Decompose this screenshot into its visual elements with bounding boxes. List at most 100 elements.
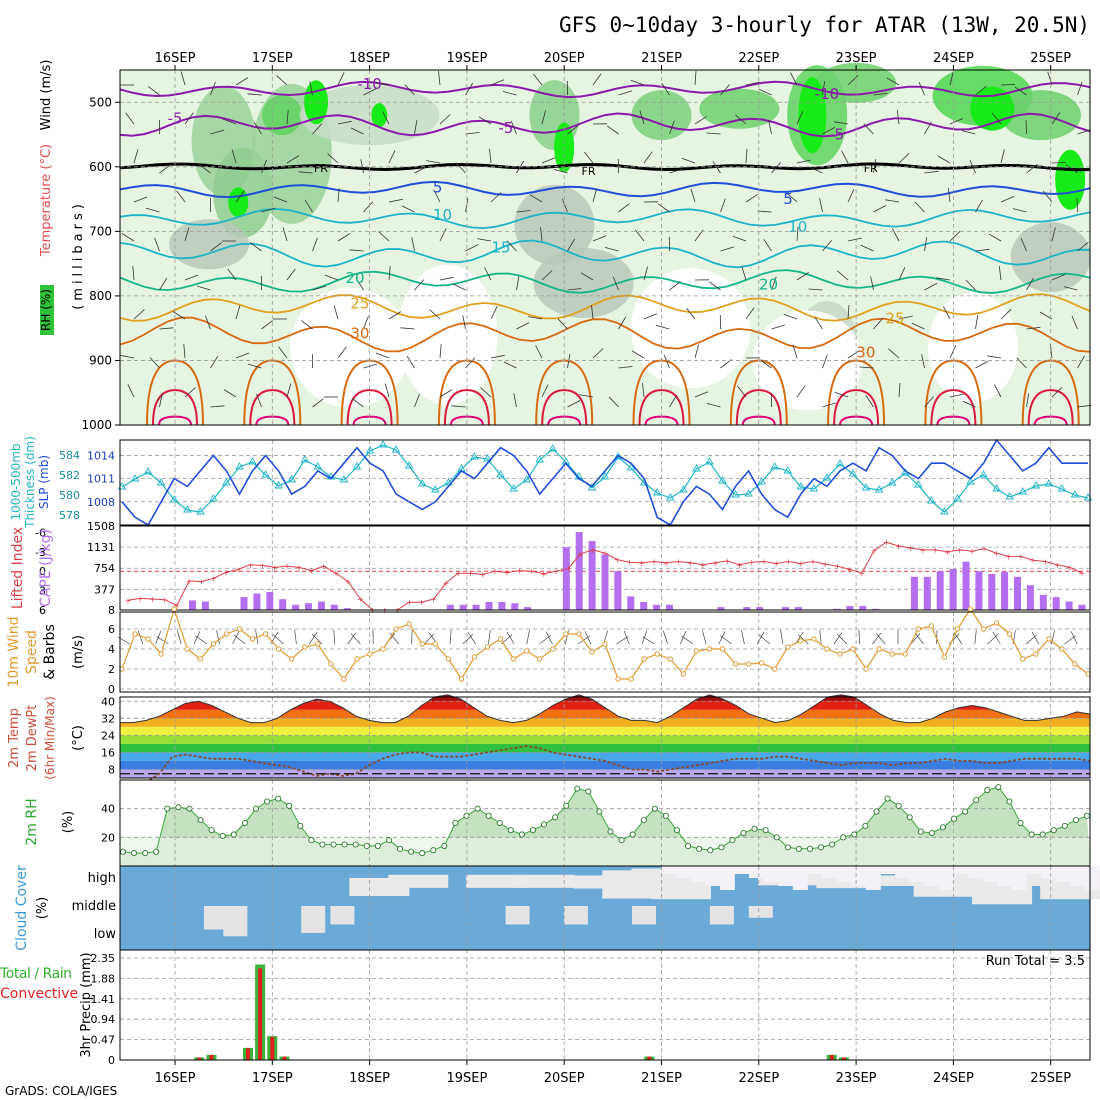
lifted-index-marker: + [834,562,841,571]
wind-barb [892,228,900,242]
cape-bar [1039,594,1047,610]
date-label-top: 22SEP [738,51,779,66]
mid-cloud [709,906,734,925]
wind-barb-10m [311,633,323,645]
cape-bar [292,604,300,610]
thickness-marker [718,476,727,484]
wind-barb [286,155,300,164]
wind-barb [1012,208,1027,213]
wind-barb [388,311,402,320]
wind-barb-10m [819,630,822,645]
wind-barb [860,244,874,252]
wind-axis-label: Wind (m/s) [39,60,54,131]
wind-barb [669,120,675,135]
li-tick-label: 6 [39,604,46,617]
thickness-marker [404,461,414,469]
lifted-index-marker: + [1079,569,1086,578]
lifted-index-marker: + [1005,552,1012,561]
wind-barb-10m [272,634,284,645]
wind-barb-10m [193,631,201,645]
cape-bar [962,561,970,610]
wind-barb [643,151,653,164]
lifted-index-marker: + [430,595,437,604]
surface-temperature-loop [152,389,198,426]
precip-tick-label: 0.94 [91,1013,116,1026]
rh-marker [164,805,171,812]
wind-barb [433,189,441,203]
thickness-tick-label: 578 [59,509,80,522]
thickness-marker [665,493,675,501]
rh-marker [884,795,891,802]
total-rain-label: Total / Rain [0,966,72,982]
temp-color-band [120,752,1090,761]
rh-marker [873,808,880,815]
rh-dry-area [397,264,498,405]
wind-barb [732,235,747,242]
li-tick-label: -6 [35,526,46,539]
precip-convective-bar [197,1057,202,1060]
wind-barb [452,283,466,291]
wind-barb [1077,241,1089,252]
lifted-index-marker: + [565,565,572,574]
precip-panel-frame [119,949,1091,1061]
wind-barb [606,125,619,135]
wind-barb [579,394,594,398]
wind-barb-10m [333,629,336,645]
wind-barb-10m [137,630,144,645]
precip-tick-label: 1.88 [91,972,116,985]
wind-barb [426,160,441,164]
dewpoint-line [119,745,1091,784]
lifted-index-marker: + [1030,556,1037,565]
cape-tick-label: 1131 [87,541,115,554]
wind-speed-marker [471,654,478,660]
precip-convective-bar [841,1057,846,1060]
wind-barb [503,361,517,369]
wind-barb [924,283,938,291]
lifted-index-marker: + [785,558,792,567]
wind-barb [312,398,324,408]
high-cloud [661,866,677,874]
lifted-index-marker: + [822,560,829,569]
cape-bar [782,607,789,610]
wind-barb-10m [467,632,476,645]
wind-barb [528,316,543,320]
high-cloud [924,866,940,886]
wind-barb [159,393,163,408]
thickness-tick-label: 582 [59,469,80,482]
cape-tick-label: 377 [94,583,115,596]
wind-barb-10m [232,631,240,645]
date-label-bottom: 22SEP [738,1071,779,1086]
wind-barb [898,153,910,164]
cape-bar [1026,585,1034,610]
wind-barb [516,210,531,213]
wind-barb [414,279,425,291]
high-cloud [822,866,838,878]
temp-axis-label-3: (6hr Min/Max) [43,696,57,780]
rh-marker [806,845,814,852]
wind-barb [286,268,296,281]
wind-barb-10m [350,633,361,645]
thickness-marker [887,478,897,486]
high-cloud [967,866,983,878]
li-tick-label: 3 [39,585,46,598]
rh-marker [707,847,714,854]
rh-marker [352,841,359,848]
wind-speed-marker [302,644,308,650]
lifted-index-marker: + [736,561,743,570]
cape-bar [1014,576,1021,610]
lifted-index-marker: + [137,594,144,603]
wind-barb [896,110,900,125]
wind-barb [261,207,276,213]
rh-band-low [120,837,1090,866]
wind-barb [490,354,505,359]
wind-barb [865,395,874,408]
rh-marker [818,844,825,851]
wind-barb [327,153,339,164]
wind-speed-marker [615,676,621,682]
temp-tick-label: 16 [101,746,115,759]
wind-barb [301,320,313,330]
wind-barb [822,127,836,135]
rh-line [122,786,1088,854]
cape-bar [923,576,931,610]
wind-barb-10m [833,632,843,645]
